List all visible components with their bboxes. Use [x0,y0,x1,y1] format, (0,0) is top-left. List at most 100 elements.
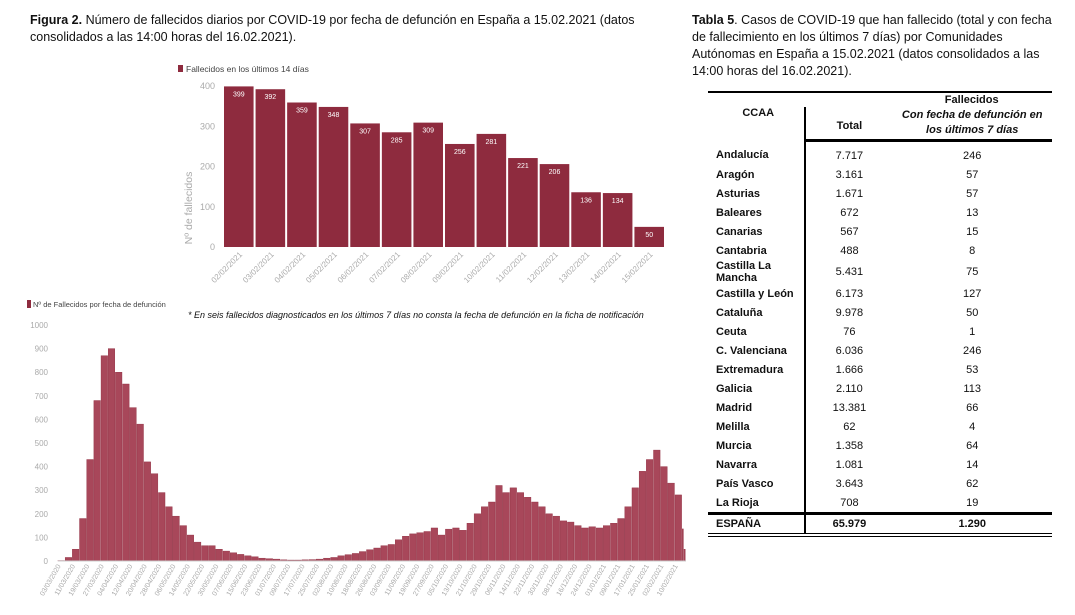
bar [495,485,503,562]
total-cell: 9.978 [804,303,893,322]
x-tick-label: 05/02/2021 [304,250,339,285]
y-tick-label: 0 [44,557,49,566]
deaths-by-region-table: CCAA Fallecidos Total Con fecha de defun… [708,91,1052,537]
data-label: 256 [454,149,466,156]
y-tick-label: 200 [200,162,215,172]
ccaa-cell: Canarias [716,225,763,238]
bar [151,473,159,562]
bar [473,513,481,562]
bar [567,521,575,562]
bar [237,554,245,562]
ccaa-cell: La Rioja [716,496,759,509]
legend-label: Nº de Fallecidos por fecha de defunción [33,300,166,309]
bar [86,459,94,562]
ccaa-cell: Asturias [716,187,761,200]
bar [350,123,380,247]
bar [229,552,237,562]
table-row: Ceuta 76 1 [708,322,1052,341]
data-label: 348 [328,112,340,119]
total-cell: 2.110 [804,379,893,398]
bar [588,526,596,562]
bar [318,106,349,248]
data-label: 307 [359,128,371,135]
x-tick-label: 10/02/2021 [462,250,497,285]
bar [674,494,682,562]
bar [481,506,489,562]
table-row: Canarias 567 15 [708,222,1052,241]
y-tick-label: 400 [35,463,49,472]
y-tick-label: 1000 [30,321,48,330]
bar [631,487,639,562]
ccaa-cell: Melilla [716,420,750,433]
data-label: 221 [517,163,529,170]
recent-cell: 14 [966,458,979,471]
header-recent: Con fecha de defunción en los últimos 7 … [892,107,1052,142]
last-14-days-bar-chart: Fallecidos en los últimos 14 días Nº de … [178,64,664,285]
total-cell: 488 [804,241,893,260]
bar [617,518,625,562]
bar [129,407,137,562]
header-total: Total [804,107,893,142]
bar [602,193,633,247]
bar [373,547,381,562]
data-label: 392 [265,94,277,101]
bar [595,527,603,562]
bar [366,549,374,562]
bar [574,525,582,562]
legend-swatch [178,65,183,72]
bar [531,501,539,562]
total-cell: 708 [804,493,893,514]
ccaa-cell: Navarra [716,458,757,471]
bar [143,461,151,562]
ccaa-cell: C. Valenciana [716,344,787,357]
bar [64,557,72,562]
x-tick-label: 14/02/2021 [588,250,623,285]
bar [459,530,467,562]
total-cell: 62 [804,417,893,436]
y-tick-label: 600 [35,415,49,424]
recent-cell: 66 [966,401,979,414]
table-row: Melilla 62 4 [708,417,1052,436]
bar [667,482,675,562]
bar [466,523,474,562]
bar [395,539,402,562]
table-row: Madrid 13.381 66 [708,398,1052,417]
bar [93,400,101,562]
bar [509,487,517,562]
recent-cell: 53 [966,363,979,376]
bar [452,527,460,562]
x-tick-label: 04/02/2021 [273,250,308,285]
bar [646,459,654,562]
bar [682,528,684,562]
y-tick-label: 700 [35,392,49,401]
bar [603,525,611,562]
ccaa-cell: Madrid [716,401,753,414]
footnote: * En seis fallecidos diagnosticados en l… [188,310,644,320]
bar [359,551,367,562]
header-group: Fallecidos [805,91,1052,107]
bar [201,545,209,562]
bar [351,553,359,562]
table-row: Navarra 1.081 14 [708,455,1052,474]
bar [344,554,352,562]
bar [337,555,345,562]
bar [538,506,546,562]
bar [387,544,395,562]
ccaa-cell: Extremadura [716,363,784,376]
total-row: ESPAÑA 65.979 1.290 [708,512,1052,537]
total-cell: 672 [804,203,893,222]
bar [430,527,438,562]
bar [508,158,538,247]
y-tick-label: 100 [35,533,49,542]
ccaa-cell: País Vasco [716,477,774,490]
ccaa-cell: Baleares [716,206,762,219]
x-tick-label: 13/02/2021 [557,250,592,285]
table-row: Cataluña 9.978 50 [708,303,1052,322]
ccaa-cell: Castilla La Mancha [716,260,772,284]
bar [413,122,443,247]
x-tick-label: 03/02/2021 [241,250,276,285]
recent-cell: 57 [966,168,979,181]
x-tick-label: 08/02/2021 [399,250,434,285]
bar [634,226,664,247]
bar [381,132,412,247]
